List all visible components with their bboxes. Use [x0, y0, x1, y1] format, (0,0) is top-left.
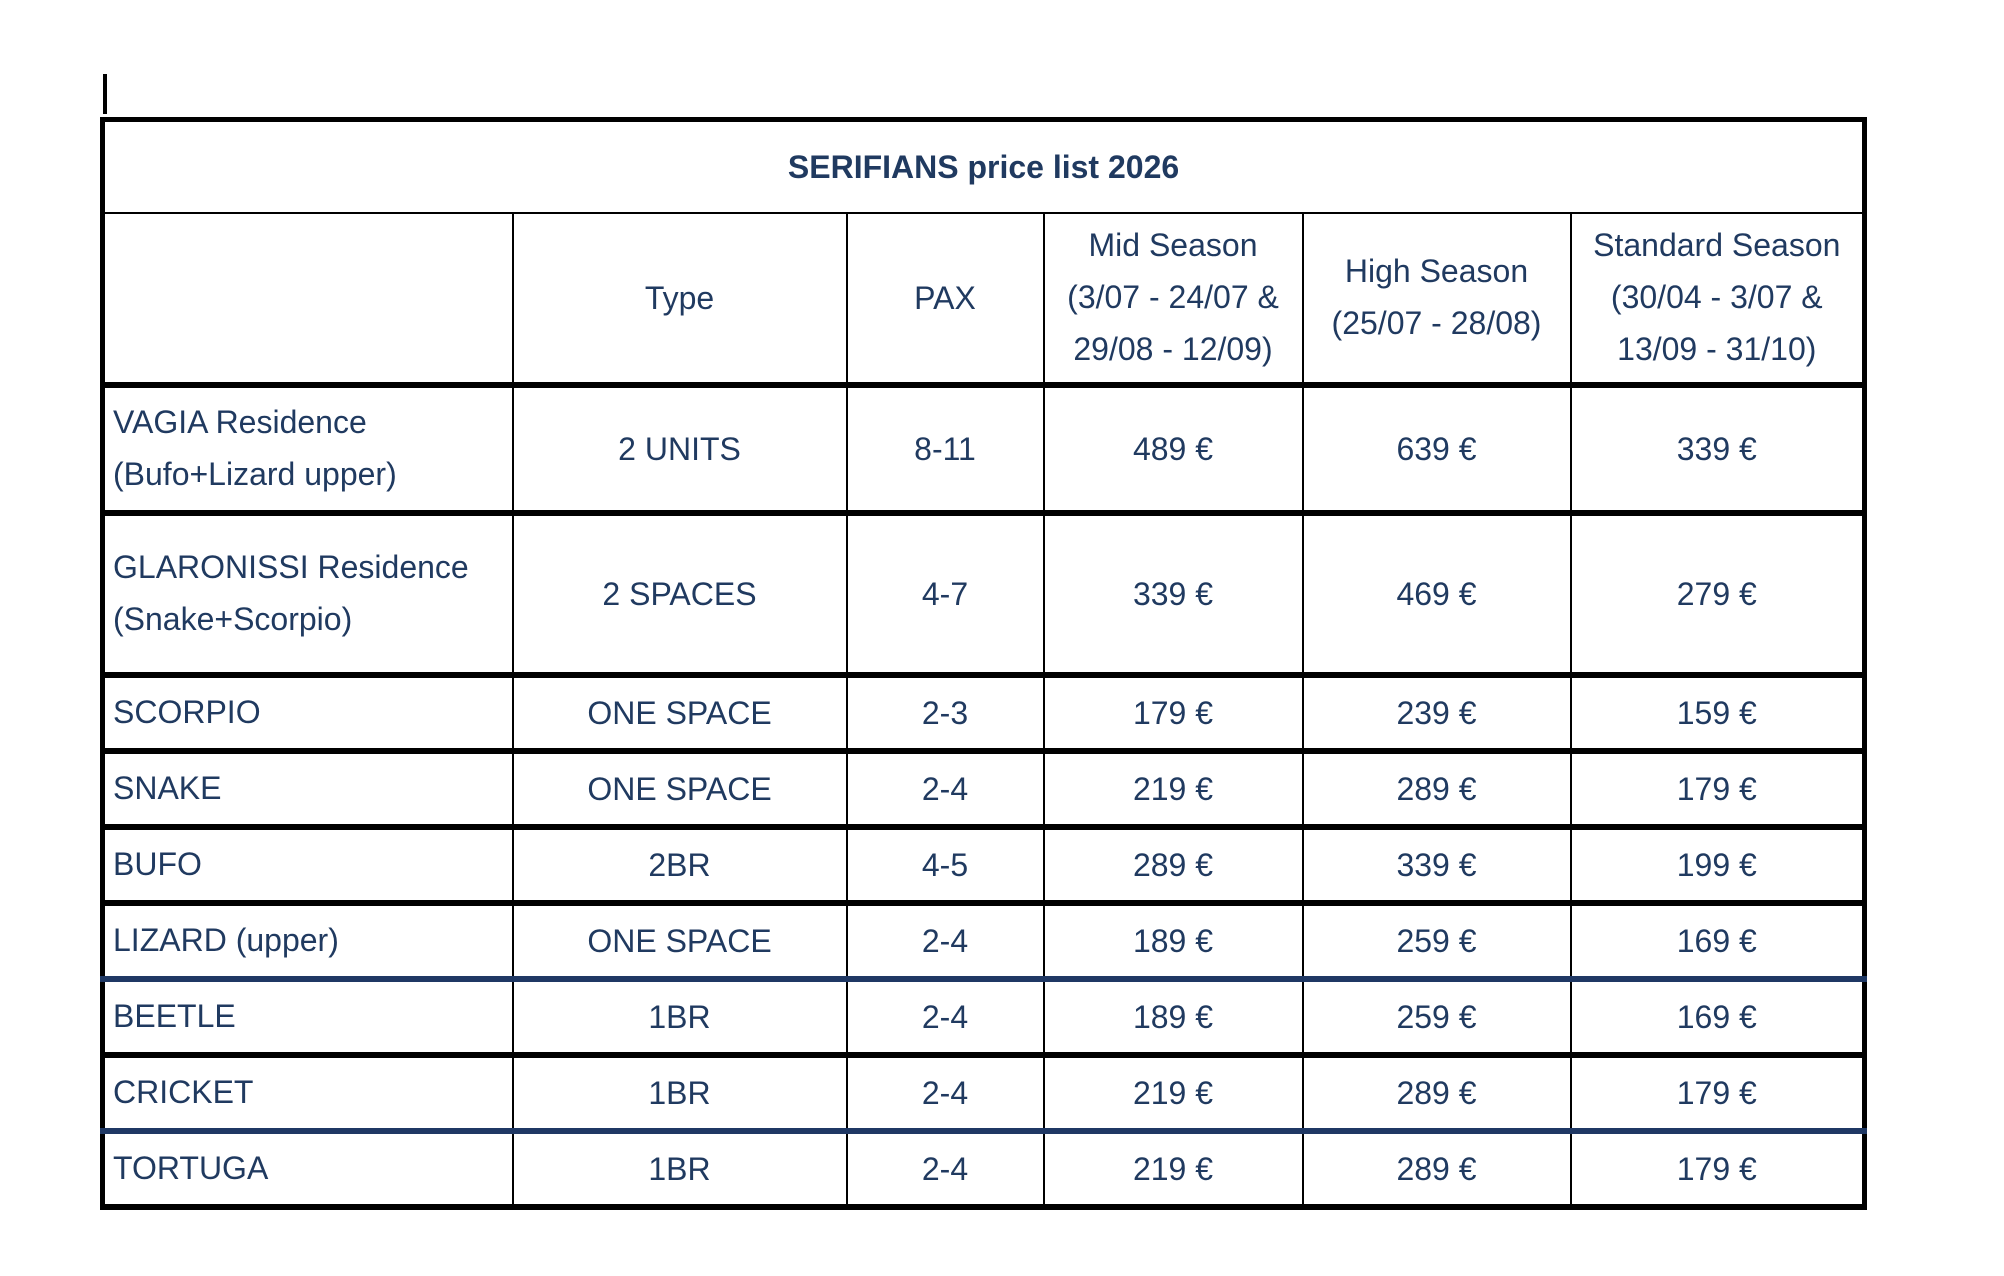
cell-type: ONE SPACE: [511, 902, 848, 982]
price-table: SERIFIANS price list 2026 Type PAX Mid S…: [100, 117, 1868, 1210]
cell-type: 2 SPACES: [511, 512, 848, 678]
cell-name-line: TORTUGA: [113, 1150, 269, 1187]
cell-high-season: 239 €: [1301, 674, 1572, 754]
cell-high-season: 469 €: [1301, 512, 1572, 678]
table-row: BUFO 2BR 4-5 289 €339 €199 €: [101, 826, 1866, 906]
header-high-season: High Season (25/07 - 28/08): [1301, 212, 1572, 388]
cell-high-season: 289 €: [1301, 1054, 1572, 1134]
cell-type: ONE SPACE: [511, 674, 848, 754]
header-standard-season: Standard Season (30/04 - 3/07 & 13/09 - …: [1569, 212, 1866, 388]
cell-mid-season: 189 €: [1042, 978, 1304, 1058]
header-line: (25/07 - 28/08): [1331, 305, 1542, 341]
table-row: LIZARD (upper) ONE SPACE 2-4 189 €259 €169 …: [101, 902, 1866, 982]
cell-name-line: BEETLE: [113, 998, 236, 1035]
cell-mid-season: 179 €: [1042, 674, 1304, 754]
cell-high-season: 289 €: [1301, 1130, 1572, 1210]
cell-pax: 2-4: [845, 1130, 1045, 1210]
cell-high-season: 259 €: [1301, 902, 1572, 982]
cell-name-line: SNAKE: [113, 770, 222, 807]
table-row: SNAKE ONE SPACE 2-4 219 €289 €179 €: [101, 750, 1866, 830]
cell-standard-season: 339 €: [1569, 384, 1866, 516]
header-line: 29/08 - 12/09): [1073, 330, 1273, 367]
cell-mid-season: 189 €: [1042, 902, 1304, 982]
cell-name: VAGIA Residence (Bufo+Lizard upper): [101, 384, 514, 516]
cell-name-line: (Snake+Scorpio): [113, 601, 353, 637]
cell-name-line: SCORPIO: [113, 694, 261, 731]
cell-name-line: (Bufo+Lizard upper): [113, 456, 397, 492]
header-line: 13/09 - 31/10): [1617, 330, 1817, 367]
cell-pax: 2-3: [845, 674, 1045, 754]
cell-pax: 2-4: [845, 902, 1045, 982]
cell-name: CRICKET: [101, 1054, 514, 1134]
header-line: Standard Season: [1593, 227, 1841, 264]
cell-standard-season: 169 €: [1569, 902, 1866, 982]
table-title: SERIFIANS price list 2026: [101, 118, 1866, 214]
cell-standard-season: 199 €: [1569, 826, 1866, 906]
table-row: TORTUGA 1BR 2-4 219 €289 €179 €: [101, 1130, 1866, 1210]
cell-mid-season: 219 €: [1042, 750, 1304, 830]
cell-type: 1BR: [511, 1054, 848, 1134]
cell-standard-season: 179 €: [1569, 1054, 1866, 1134]
cell-high-season: 639 €: [1301, 384, 1572, 516]
cell-standard-season: 279 €: [1569, 512, 1866, 678]
table-row: BEETLE 1BR 2-4 189 €259 €169 €: [101, 978, 1866, 1058]
cell-name-line: LIZARD (upper): [113, 922, 339, 959]
cell-name: LIZARD (upper): [101, 902, 514, 982]
cell-mid-season: 289 €: [1042, 826, 1304, 906]
cell-name: SCORPIO: [101, 674, 514, 754]
header-row: Type PAX Mid Season (3/07 - 24/07 & 29/0…: [101, 212, 1866, 388]
cell-name-line: GLARONISSI Residence: [113, 549, 469, 586]
cell-mid-season: 219 €: [1042, 1054, 1304, 1134]
cell-name: GLARONISSI Residence (Snake+Scorpio): [101, 512, 514, 678]
header-line: (30/04 - 3/07 &: [1610, 279, 1823, 316]
header-pax: PAX: [845, 212, 1045, 388]
cell-pax: 2-4: [845, 750, 1045, 830]
header-line: High Season: [1344, 253, 1529, 290]
table-row: SCORPIO ONE SPACE 2-3 179 €239 €159 €: [101, 674, 1866, 754]
cell-name: BUFO: [101, 826, 514, 906]
header-type: Type: [511, 212, 848, 388]
cell-name: TORTUGA: [101, 1130, 514, 1210]
table-row: CRICKET 1BR 2-4 219 €289 €179 €: [101, 1054, 1866, 1134]
cell-standard-season: 179 €: [1569, 750, 1866, 830]
cell-standard-season: 179 €: [1569, 1130, 1866, 1210]
cell-mid-season: 219 €: [1042, 1130, 1304, 1210]
cell-name-line: VAGIA Residence: [113, 404, 367, 441]
cell-type: 1BR: [511, 978, 848, 1058]
cell-high-season: 339 €: [1301, 826, 1572, 906]
table-row: GLARONISSI Residence (Snake+Scorpio) 2 SPA…: [101, 512, 1866, 678]
cell-type: 1BR: [511, 1130, 848, 1210]
header-mid-season: Mid Season (3/07 - 24/07 & 29/08 - 12/09…: [1042, 212, 1304, 388]
cell-pax: 4-5: [845, 826, 1045, 906]
cell-type: 2 UNITS: [511, 384, 848, 516]
header-line: (3/07 - 24/07 &: [1067, 279, 1279, 316]
cell-name: BEETLE: [101, 978, 514, 1058]
cell-pax: 8-11: [845, 384, 1045, 516]
cell-type: ONE SPACE: [511, 750, 848, 830]
cell-high-season: 259 €: [1301, 978, 1572, 1058]
cell-high-season: 289 €: [1301, 750, 1572, 830]
cell-mid-season: 339 €: [1042, 512, 1304, 678]
header-line: Mid Season: [1088, 227, 1258, 264]
cell-name: SNAKE: [101, 750, 514, 830]
cell-standard-season: 159 €: [1569, 674, 1866, 754]
text-caret-icon[interactable]: [103, 74, 107, 114]
cell-name-line: BUFO: [113, 846, 202, 883]
header-name-empty: [101, 212, 514, 388]
cell-pax: 2-4: [845, 978, 1045, 1058]
cell-pax: 2-4: [845, 1054, 1045, 1134]
cell-mid-season: 489 €: [1042, 384, 1304, 516]
title-row: SERIFIANS price list 2026: [101, 118, 1866, 214]
cell-standard-season: 169 €: [1569, 978, 1866, 1058]
cell-type: 2BR: [511, 826, 848, 906]
cell-pax: 4-7: [845, 512, 1045, 678]
table-row: VAGIA Residence (Bufo+Lizard upper) 2 UNIT…: [101, 384, 1866, 516]
cell-name-line: CRICKET: [113, 1074, 254, 1111]
